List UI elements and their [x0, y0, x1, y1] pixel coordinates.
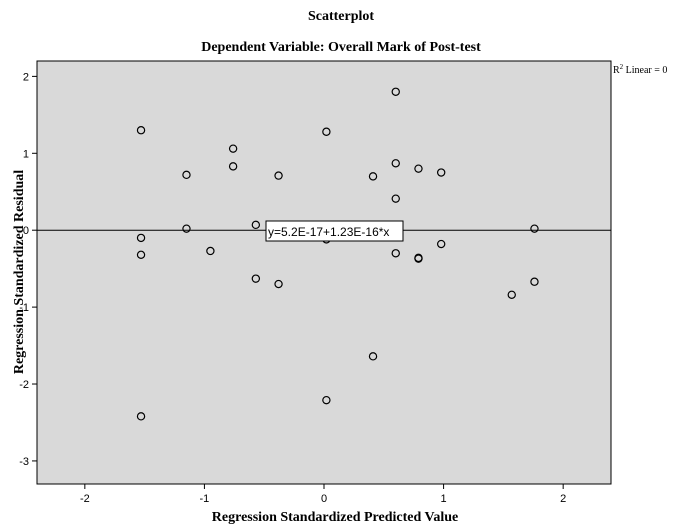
y-tick-label: 2	[23, 71, 29, 83]
data-point	[251, 220, 261, 230]
r2-label-sup: 2	[620, 63, 624, 71]
r2-label: R2 Linear = 0	[613, 63, 667, 76]
data-point	[414, 164, 423, 173]
x-tick-label: 0	[321, 493, 327, 505]
data-point	[391, 194, 400, 203]
data-point	[274, 171, 283, 180]
x-tick-label: -1	[200, 493, 210, 505]
data-point	[391, 159, 400, 168]
data-point	[136, 233, 146, 243]
x-axis-label: Regression Standardized Predicted Value	[212, 510, 458, 525]
data-point	[368, 352, 378, 361]
data-point	[136, 412, 146, 421]
r2-label-prefix: R	[613, 65, 620, 76]
y-tick-label: 1	[23, 148, 29, 160]
data-point	[182, 224, 191, 233]
y-tick-label: 0	[23, 225, 29, 237]
chart-title: Scatterplot	[308, 9, 374, 24]
data-point	[228, 162, 238, 171]
data-point	[274, 279, 283, 289]
y-axis-label: Regression Standardized Residual	[12, 170, 27, 374]
data-point	[182, 170, 191, 180]
data-point	[322, 127, 331, 136]
r2-label-suffix: Linear = 0	[623, 65, 667, 76]
data-point	[322, 395, 331, 405]
data-point	[391, 249, 400, 258]
data-point	[136, 126, 146, 135]
fit-line-label-box	[265, 220, 404, 242]
data-point	[206, 246, 215, 256]
data-point	[414, 254, 423, 263]
y-axis: 2 1 0 -1 -2 -3	[19, 71, 37, 468]
data-point	[530, 277, 539, 286]
y-tick-label: -2	[19, 379, 29, 391]
data-point	[368, 172, 378, 181]
data-point	[391, 87, 400, 96]
data-point	[436, 168, 446, 177]
fit-line-label: y=5.2E-17+1.23E-16*x	[265, 220, 404, 242]
y-tick-label: -3	[19, 456, 29, 468]
x-tick-label: 2	[560, 493, 566, 505]
x-axis: -2 -1 0 1 2	[80, 484, 566, 505]
data-point	[136, 250, 146, 260]
data-point	[228, 144, 238, 153]
fit-line-label-text: y=5.2E-17+1.23E-16*x	[268, 225, 389, 239]
chart-subtitle: Dependent Variable: Overall Mark of Post…	[201, 40, 481, 55]
data-point	[436, 239, 446, 249]
x-tick-label: -2	[80, 493, 90, 505]
data-points	[136, 87, 539, 421]
data-point	[507, 290, 516, 300]
data-point	[530, 224, 539, 233]
data-point	[251, 274, 261, 283]
plot-area	[36, 60, 612, 485]
x-tick-label: 1	[441, 493, 447, 505]
y-tick-label: -1	[19, 302, 29, 314]
